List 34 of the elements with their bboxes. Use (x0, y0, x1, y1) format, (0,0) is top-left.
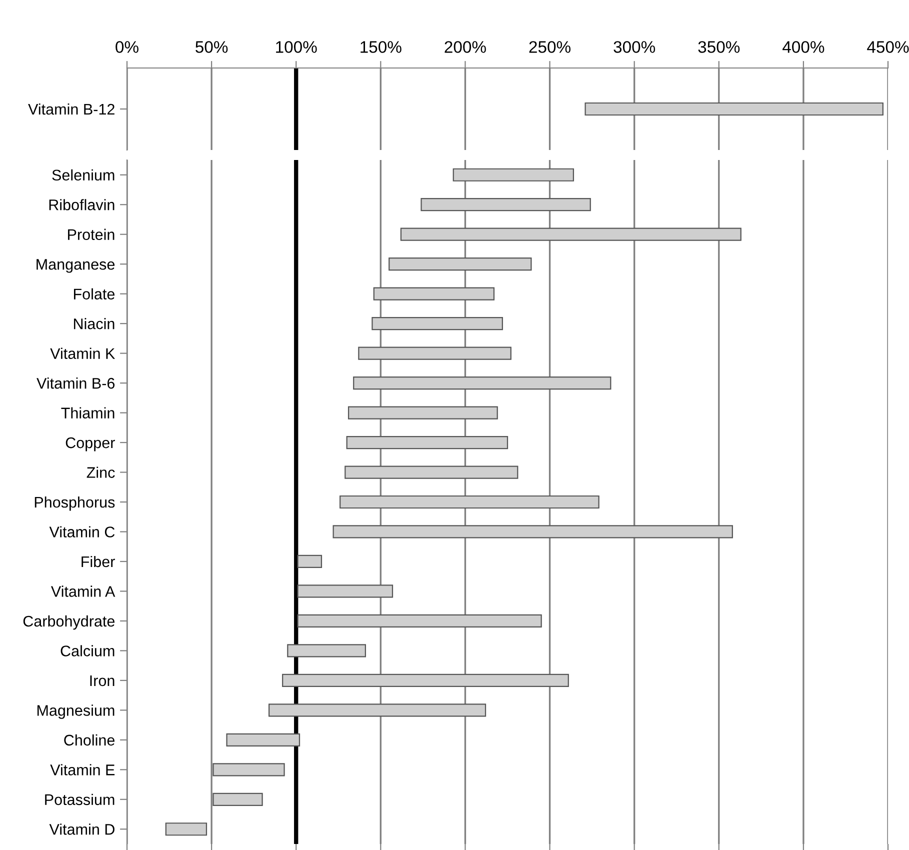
y-tick-label: Potassium (45, 794, 114, 806)
y-tick-label: Vitamin K (50, 348, 116, 359)
y-tick-label: Vitamin A (50, 586, 116, 597)
y-tick-label: Protein (68, 228, 114, 240)
y-tick-label: Selenium (52, 169, 114, 181)
x-tick-label: 300% (614, 41, 656, 53)
x-tick-label: 100% (276, 41, 317, 53)
x-tick-label: 0% (116, 41, 138, 53)
x-tick-label: 350% (698, 41, 740, 53)
y-tick-label: Riboflavin (49, 199, 114, 210)
x-tick-label: 400% (782, 41, 824, 53)
y-tick-label: Vitamin B-12 (28, 103, 114, 115)
y-tick-label: Magnesium (37, 704, 114, 719)
y-tick-label: Vitamin D (49, 824, 114, 835)
y-tick-label: Carbohydrate (23, 615, 115, 630)
y-tick-label: Manganese (36, 259, 115, 273)
x-tick-label: 450% (867, 41, 909, 53)
y-tick-label: Calcium (60, 645, 114, 656)
y-tick-label: Copper (66, 437, 115, 452)
y-tick-label: Niacin (74, 318, 114, 330)
y-tick-label: Vitamin B-6 (36, 378, 115, 389)
y-tick-label: Vitamin C (49, 526, 115, 538)
x-tick-label: 50% (196, 41, 228, 53)
y-tick-label: Folate (74, 288, 115, 300)
y-tick-label: Choline (64, 734, 115, 746)
y-tick-label: Iron (90, 675, 114, 686)
y-tick-label: Phosphorus (34, 496, 115, 511)
y-tick-label: Fiber (82, 556, 115, 568)
x-tick-label: 200% (444, 41, 486, 53)
y-tick-label: Thiamin (61, 407, 114, 418)
x-tick-label: 250% (529, 41, 570, 53)
y-tick-label: Zinc (86, 466, 115, 478)
x-tick-label: 150% (360, 41, 402, 53)
y-tick-label: Vitamin E (50, 764, 115, 776)
